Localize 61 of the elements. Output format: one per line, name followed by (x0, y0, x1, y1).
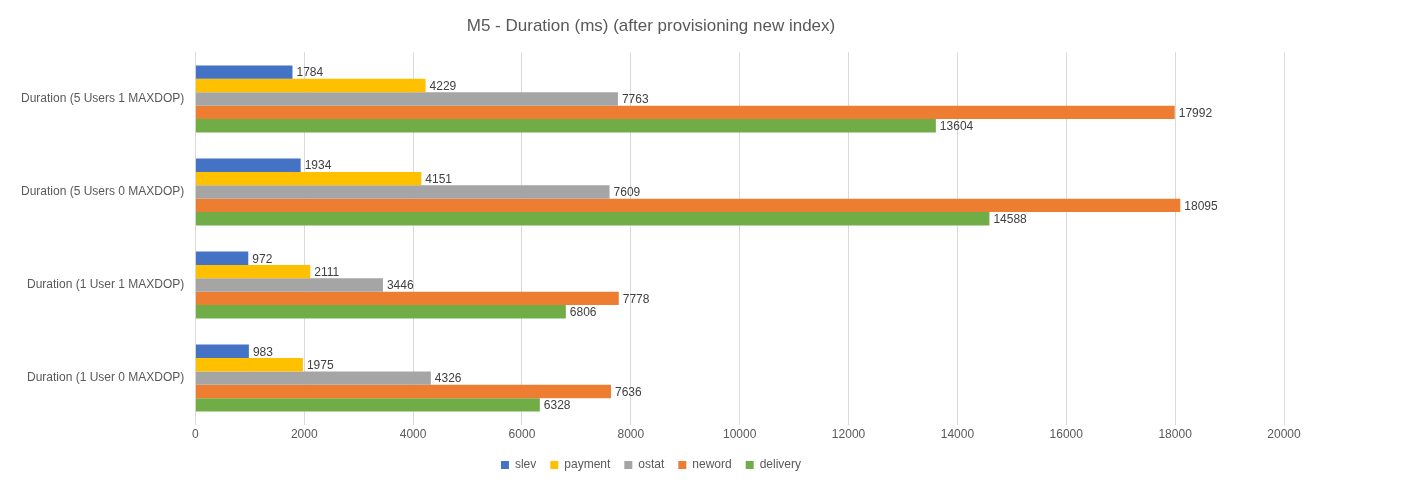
data-label: 972 (252, 251, 273, 266)
bar (195, 344, 249, 358)
legend-label: ostat (638, 457, 665, 472)
bar (195, 65, 293, 79)
data-label: 14588 (993, 212, 1028, 227)
data-label: 1934 (304, 158, 332, 173)
data-label: 13604 (939, 119, 974, 134)
bar (195, 212, 990, 226)
data-label: 4229 (429, 78, 457, 93)
bar (195, 398, 540, 412)
bar (195, 264, 311, 279)
x-tick-label: 2000 (290, 427, 318, 442)
data-label: 6328 (543, 398, 571, 413)
legend-label: slev (514, 457, 537, 472)
y-tick-label: Duration (5 Users 0 MAXDOP) (20, 184, 185, 199)
data-label: 17992 (1178, 105, 1213, 120)
x-tick-label: 18000 (1158, 427, 1193, 442)
bar (195, 105, 1175, 120)
x-tick-label: 6000 (508, 427, 536, 442)
bar (195, 198, 1181, 213)
x-tick-label: 12000 (831, 427, 866, 442)
legend-label: delivery (759, 457, 802, 472)
data-label: 18095 (1184, 198, 1218, 213)
x-tick-label: 0 (192, 427, 200, 442)
x-tick-label: 8000 (617, 427, 645, 442)
bar (195, 357, 303, 372)
data-label: 4151 (425, 171, 453, 186)
data-label: 2111 (314, 264, 340, 279)
y-tick-label: Duration (5 Users 1 MAXDOP) (20, 91, 185, 106)
data-label: 3446 (386, 278, 414, 293)
data-label: 7609 (613, 185, 641, 200)
y-tick-label: Duration (1 User 1 MAXDOP) (26, 277, 185, 292)
x-tick-label: 10000 (723, 427, 757, 442)
bar (195, 305, 566, 319)
data-label: 6806 (569, 305, 597, 320)
data-label: 4326 (434, 371, 462, 386)
x-tick-label: 14000 (940, 427, 975, 442)
legend-label: neword (692, 457, 732, 472)
x-tick-label: 20000 (1267, 427, 1302, 442)
bar (195, 278, 383, 292)
data-label: 983 (252, 344, 274, 359)
bar (195, 171, 422, 186)
x-tick-label: 16000 (1049, 427, 1084, 442)
data-label: 1975 (306, 357, 334, 372)
data-label: 7778 (622, 291, 650, 306)
x-tick-label: 4000 (399, 427, 427, 442)
y-tick-label: Duration (1 User 0 MAXDOP) (26, 370, 185, 385)
bar (195, 158, 301, 172)
bar (195, 384, 612, 399)
bar (195, 251, 249, 265)
bar (195, 78, 426, 93)
data-label: 7636 (615, 384, 643, 399)
bar (195, 185, 610, 199)
data-label: 1784 (296, 65, 324, 80)
bar (195, 92, 618, 106)
legend-label: payment (564, 457, 611, 472)
bar (195, 119, 936, 133)
chart-title: M5 - Duration (ms) (after provisioning new index) (466, 15, 836, 35)
bar (195, 371, 431, 385)
data-label: 7763 (621, 92, 649, 107)
bar (195, 291, 619, 306)
